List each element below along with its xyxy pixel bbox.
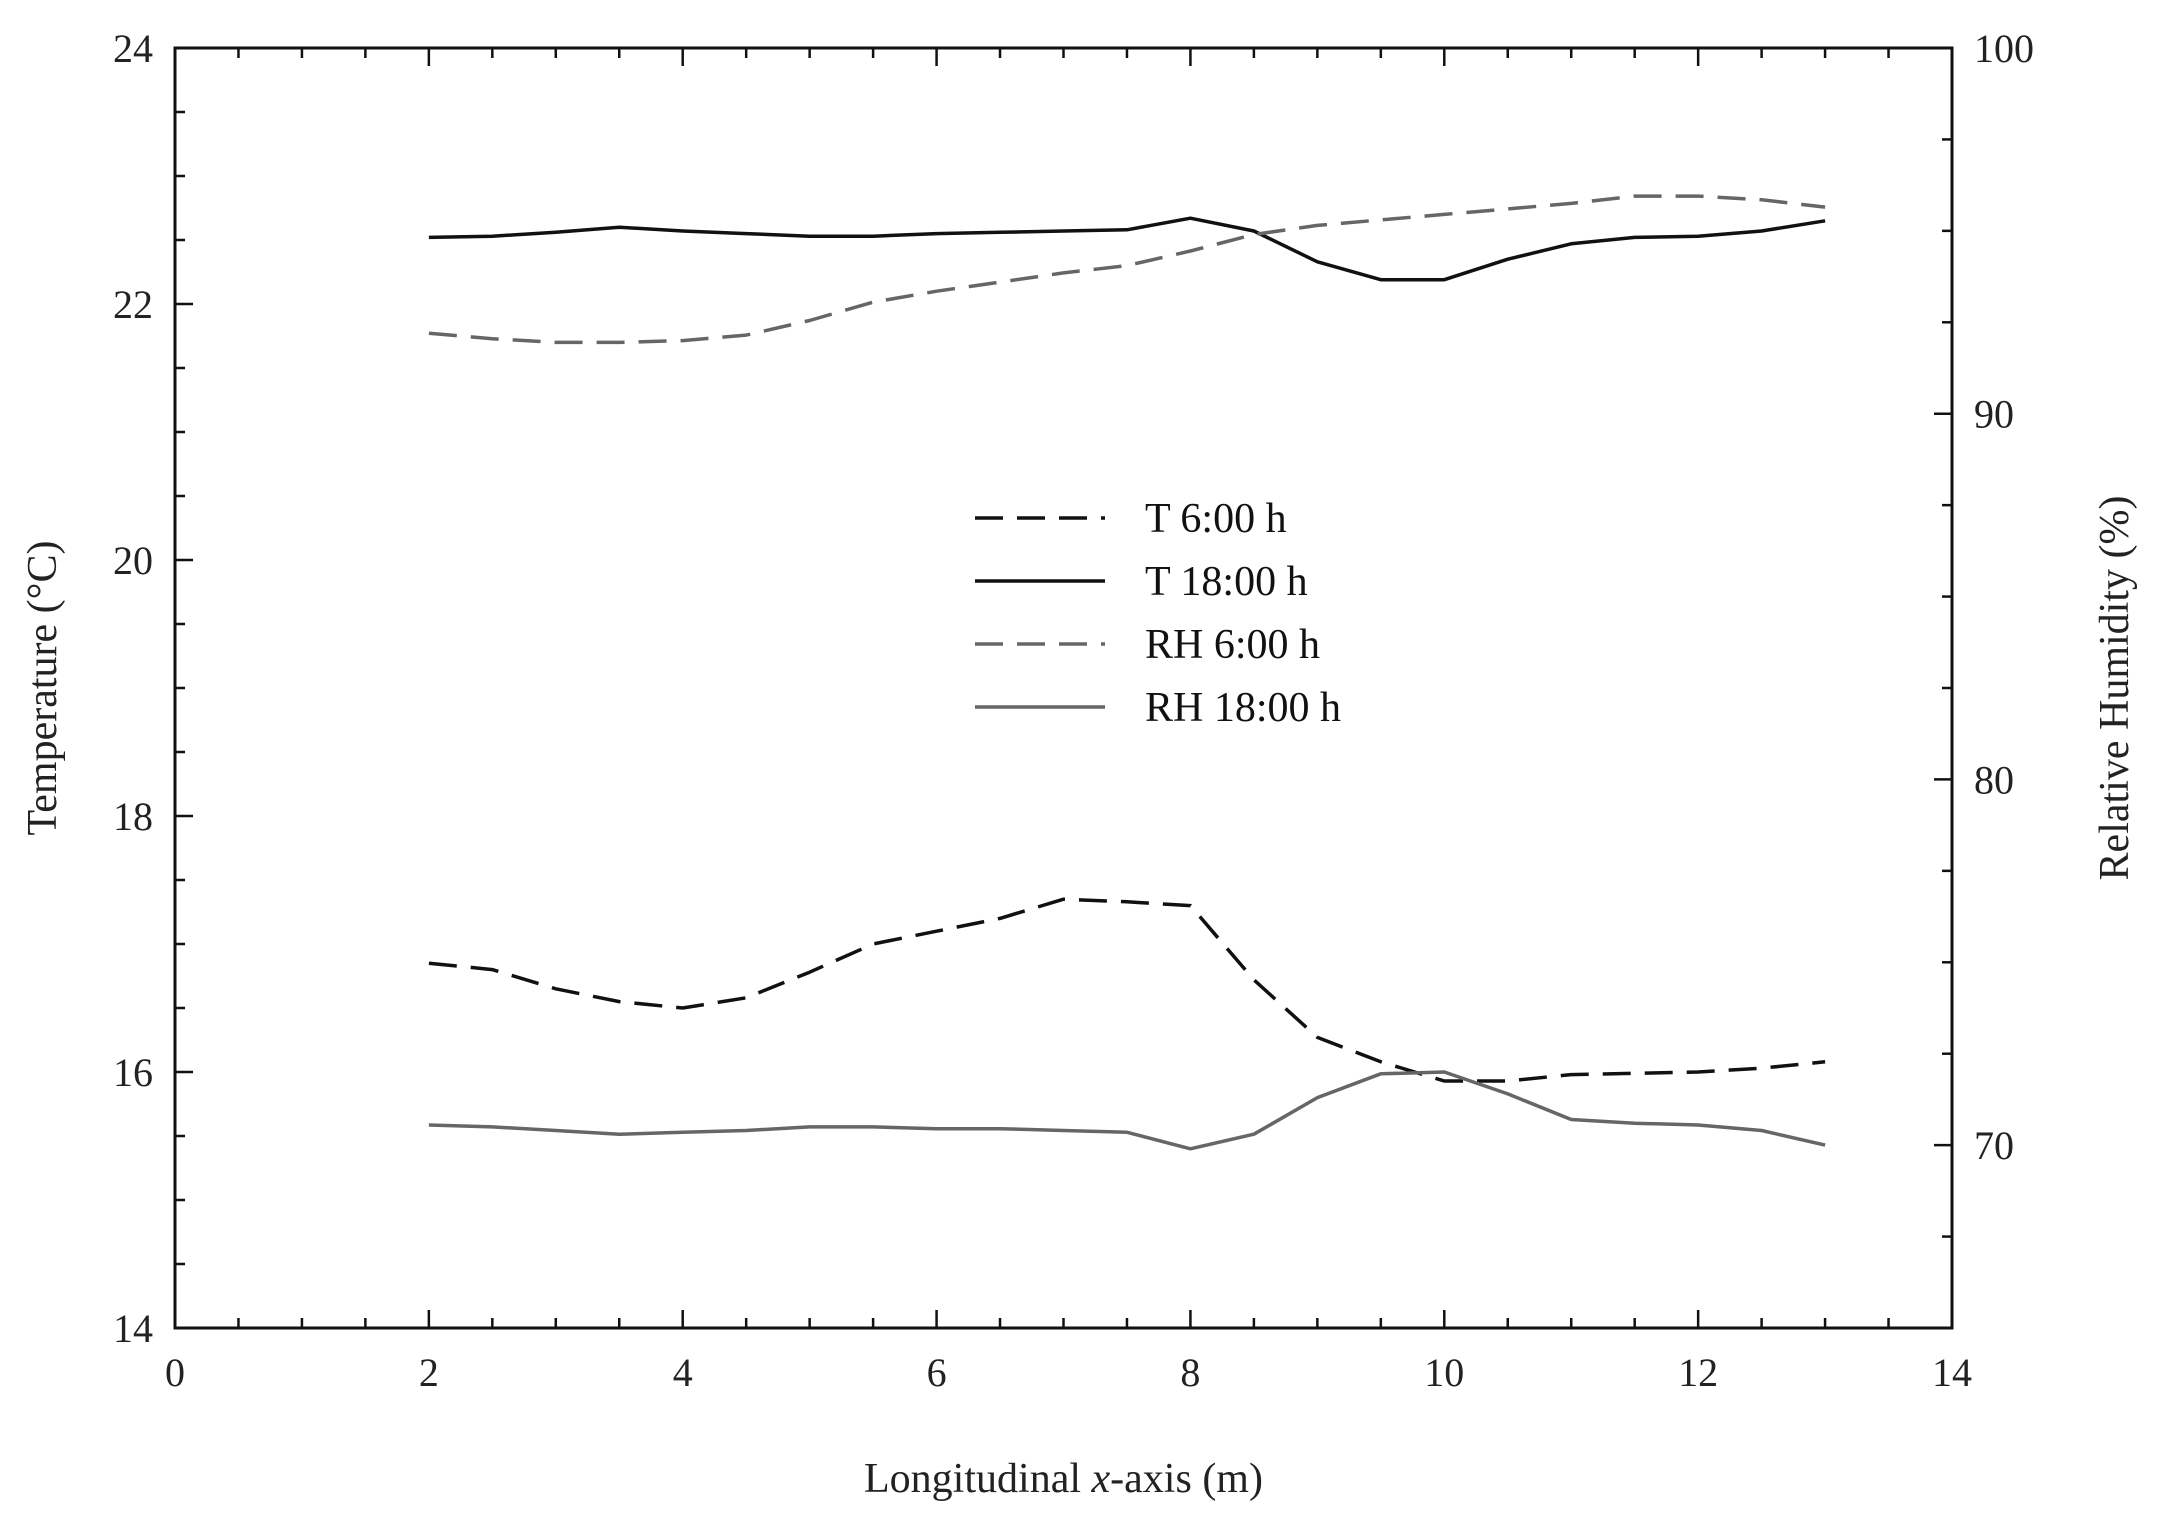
series-line-rh-18-00-h xyxy=(428,1070,1826,1151)
y-right-tick-label: 70 xyxy=(1974,1123,2014,1168)
legend-label: T 18:00 h xyxy=(1145,559,1308,605)
x-tick-label: 10 xyxy=(1424,1350,1464,1395)
y-left-tick-label: 16 xyxy=(113,1050,153,1095)
x-tick-label: 14 xyxy=(1932,1350,1972,1395)
legend-label: RH 18:00 h xyxy=(1145,685,1341,731)
x-tick-label: 8 xyxy=(1180,1350,1200,1395)
x-axis-title: Longitudinal x-axis (m) xyxy=(864,1456,1263,1502)
x-tick-label: 4 xyxy=(673,1350,693,1395)
y-right-axis-title: Relative Humidity (%) xyxy=(2092,496,2138,881)
y-right-tick-label: 80 xyxy=(1974,757,2014,802)
y-right-tick-label: 90 xyxy=(1974,392,2014,437)
y-left-axis-title: Temperature (°C) xyxy=(20,541,66,836)
x-tick-label: 12 xyxy=(1678,1350,1718,1395)
legend-label: RH 6:00 h xyxy=(1145,622,1320,668)
x-tick-label: 2 xyxy=(419,1350,439,1395)
y-left-tick-label: 20 xyxy=(113,538,153,583)
y-right-tick-label: 100 xyxy=(1974,26,2034,71)
series-line-rh-6-00-h xyxy=(428,194,1826,345)
x-tick-label: 0 xyxy=(165,1350,185,1395)
series-line-t-6-00-h xyxy=(428,897,1826,1083)
y-left-tick-label: 18 xyxy=(113,794,153,839)
x-tick-label: 6 xyxy=(927,1350,947,1395)
legend-label: T 6:00 h xyxy=(1145,496,1287,542)
y-left-tick-label: 14 xyxy=(113,1306,153,1351)
y-left-tick-label: 22 xyxy=(113,282,153,327)
series-line-t-18-00-h xyxy=(428,216,1826,282)
y-left-tick-label: 24 xyxy=(113,26,153,71)
